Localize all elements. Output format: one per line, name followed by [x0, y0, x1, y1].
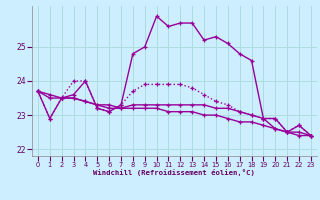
- X-axis label: Windchill (Refroidissement éolien,°C): Windchill (Refroidissement éolien,°C): [93, 169, 255, 176]
